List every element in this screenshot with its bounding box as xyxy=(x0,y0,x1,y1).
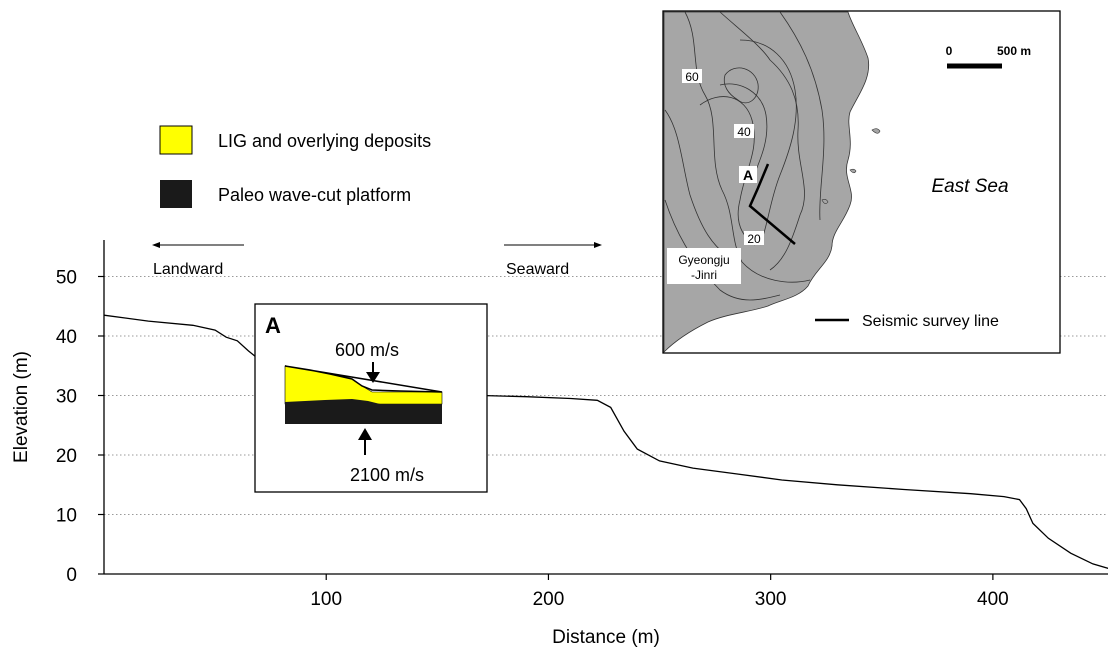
place-label-box xyxy=(667,248,741,284)
x-tick-label: 200 xyxy=(533,589,565,610)
seismic-survey-line xyxy=(748,163,796,245)
landward-label: Landward xyxy=(153,261,223,278)
inset-profile-letter: A xyxy=(265,313,281,338)
y-tick-label: 20 xyxy=(56,446,77,467)
elevation-profile-line xyxy=(103,314,1108,569)
islet xyxy=(821,199,829,204)
y-axis-label: Elevation (m) xyxy=(11,351,32,463)
y-tick-label: 30 xyxy=(56,387,77,408)
arrow-down-icon xyxy=(366,362,380,383)
x-tick-label: 400 xyxy=(977,589,1009,610)
sea-label: East Sea xyxy=(931,176,1008,197)
x-axis-label: Distance (m) xyxy=(552,627,660,648)
legend: LIG and overlying deposits Paleo wave-cu… xyxy=(159,125,431,208)
islet xyxy=(849,168,857,174)
islet xyxy=(871,128,881,134)
contour-label-60: 60 xyxy=(685,70,699,84)
contour-label-box xyxy=(744,231,764,245)
contour-label-box xyxy=(682,69,702,83)
upper-velocity-label: 600 m/s xyxy=(335,340,399,360)
seaward-label: Seaward xyxy=(506,261,569,278)
place-label-line1: Gyeongju xyxy=(678,253,729,267)
wave-cut-platform-layer xyxy=(285,399,442,424)
y-ticks: 0 10 20 30 40 50 xyxy=(56,268,104,586)
legend-swatch-lig xyxy=(159,125,193,155)
contour-lines xyxy=(664,11,825,301)
contour-label-40: 40 xyxy=(737,125,751,139)
legend-label-lig: LIG and overlying deposits xyxy=(218,131,431,151)
place-label-line2: -Jinri xyxy=(691,268,717,282)
legend-swatch-platform xyxy=(160,180,192,208)
contour-label-20: 20 xyxy=(747,232,761,246)
y-tick-label: 10 xyxy=(56,506,77,527)
scale-distance-label: 500 m xyxy=(997,44,1031,58)
surface-line xyxy=(284,365,443,393)
map-legend-label: Seismic survey line xyxy=(862,313,999,330)
seaward-arrow xyxy=(504,242,602,248)
arrow-up-icon xyxy=(358,428,372,455)
y-tick-label: 50 xyxy=(56,268,77,289)
landward-arrow xyxy=(152,242,244,248)
legend-label-platform: Paleo wave-cut platform xyxy=(218,185,411,205)
inset-map-frame xyxy=(662,10,1061,354)
inset-map: 60 40 20 A Gyeongju -Jinri 0 500 m East … xyxy=(662,10,1061,354)
x-ticks: 100 200 300 400 xyxy=(310,574,1009,610)
profile-label-a: A xyxy=(743,167,753,183)
x-tick-label: 100 xyxy=(310,589,342,610)
y-tick-label: 0 xyxy=(66,565,77,586)
inset-profile: A 600 m/s 2100 m/s xyxy=(254,303,488,493)
scale-zero-label: 0 xyxy=(946,44,953,58)
y-tick-label: 40 xyxy=(56,327,77,348)
contour-label-box xyxy=(734,124,754,138)
profile-label-box xyxy=(739,166,757,183)
x-tick-label: 300 xyxy=(755,589,787,610)
lower-velocity-label: 2100 m/s xyxy=(350,465,424,485)
